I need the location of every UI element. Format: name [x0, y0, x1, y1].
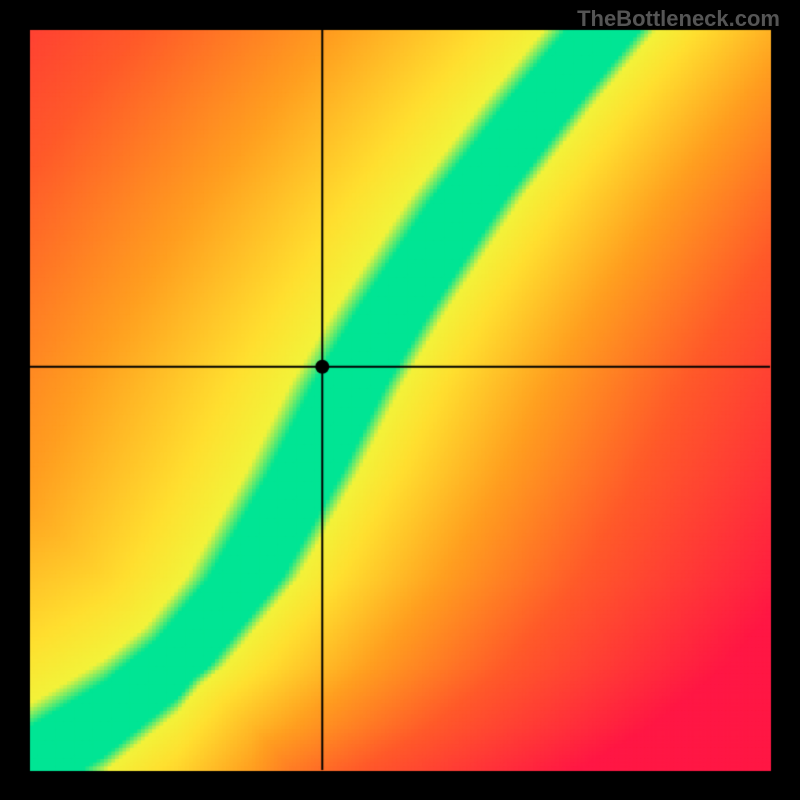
chart-container: { "watermark": { "text": "TheBottleneck.… [0, 0, 800, 800]
watermark-text: TheBottleneck.com [577, 6, 780, 32]
bottleneck-heatmap [0, 0, 800, 800]
